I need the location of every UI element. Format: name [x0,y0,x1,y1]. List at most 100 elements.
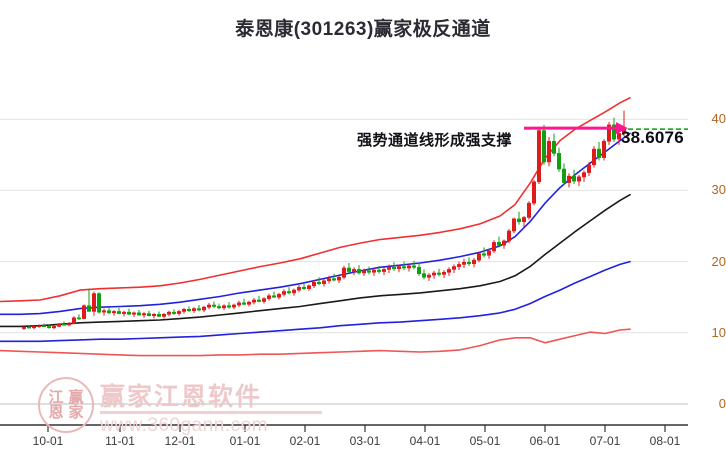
candle-body [122,311,127,314]
candle-body [247,301,252,305]
candle-body [596,148,601,158]
candle-body [481,253,486,256]
candle-body [426,274,431,278]
candle-body [87,305,92,312]
series-line-4 [0,328,631,357]
support-arrow-head [616,122,628,135]
candle-body [311,281,316,287]
candle-body [451,266,456,270]
candle-body [167,311,172,315]
candle-body [137,312,142,316]
page-title: 泰恩康(301263)赢家极反通道 [235,19,491,40]
candle-body [536,130,541,183]
candle-body [127,311,132,315]
candle-body [576,176,581,182]
candle-body [252,299,257,303]
candle-body [441,271,446,275]
candle-body [516,218,521,223]
candle-body [486,250,491,256]
candle-body [321,280,326,284]
candle-body [227,305,232,308]
x-axis-tick-label: 07-01 [589,434,621,448]
candle-body [77,317,82,320]
candle-body [207,304,212,308]
candle-body [356,269,361,274]
candle-body [301,286,306,289]
candle-body [306,285,311,289]
candle-body [511,218,516,232]
candle-body [61,323,66,326]
candle-body [421,273,426,278]
candle-body [152,313,157,317]
candle-body [391,266,396,270]
x-axis-tick-label: 06-01 [529,434,561,448]
candle-body [97,293,102,313]
candle-body [142,313,147,316]
candle-body [371,269,376,273]
candle-body [456,264,461,267]
candle-body [281,291,286,295]
candle-body [112,311,117,314]
candle-body [496,242,501,246]
candle-body [212,304,217,307]
candle-body [431,272,436,276]
candle-body [26,326,31,329]
current-price-callout: 38.6076 [621,128,684,147]
y-axis-tick-label: 10 [711,324,726,340]
candle-body [326,278,331,282]
candle-body [177,311,182,314]
candle-body [556,153,561,170]
candle-body [561,168,566,183]
candle-body [526,202,531,218]
candle-body [541,130,546,163]
candle-body [571,175,576,182]
candle-body [461,262,466,265]
x-axis-tick-label: 10-01 [32,434,64,448]
candle-body [72,317,77,324]
candle-body [381,269,386,272]
candle-body [346,267,351,272]
x-axis-tick-label: 03-01 [349,434,381,448]
candle-body [521,217,526,223]
candle-body [591,148,596,166]
x-axis-tick-label: 08-01 [649,434,681,448]
y-axis-tick-label: 0 [718,396,726,411]
candle-body [31,326,36,329]
candle-body [291,289,296,294]
candle-body [197,308,202,311]
candle-body [611,124,616,140]
candle-body [217,306,222,309]
candle-body [232,304,237,308]
candle-body [296,286,301,291]
candle-body [147,313,152,317]
candle-body [256,299,261,302]
candle-body [546,140,551,163]
candle-body [117,311,122,314]
candle-body [531,181,536,204]
candle-body [56,323,61,327]
candle-body [192,308,197,312]
candle-body [396,266,401,270]
candle-body [376,269,381,272]
candle-body [586,164,591,173]
candle-body [157,313,162,317]
candle-body [351,269,356,272]
candle-body [202,306,207,311]
x-axis-tick-label: 01-01 [229,434,261,448]
candle-body [237,302,242,306]
x-axis-tick-label: 12-01 [164,434,196,448]
candle-body [286,291,291,294]
candle-body [92,293,97,312]
candle-body [82,305,87,319]
candle-body [471,259,476,265]
candle-body [107,310,112,314]
series-line-1 [0,132,631,316]
candle-body [102,310,107,313]
candle-body [162,313,167,317]
candle-body [51,326,56,329]
candle-body [261,298,266,302]
candle-body [506,230,511,242]
candle-body [581,172,586,178]
